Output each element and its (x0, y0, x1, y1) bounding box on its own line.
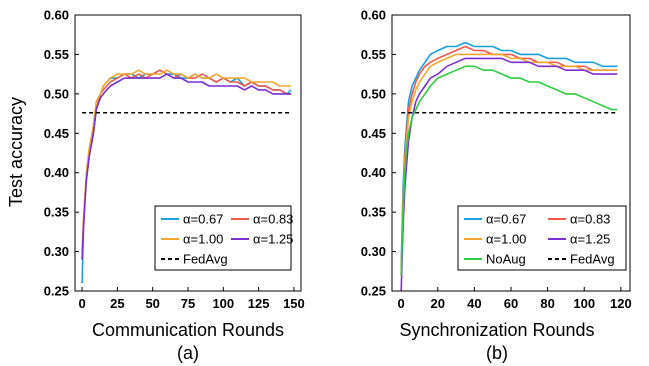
y-tick-label: 0.55 (44, 47, 69, 62)
y-tick-label: 0.50 (361, 86, 386, 101)
legend: α=0.67 α=0.83 α=1.00 α=1.25 NoAug FedAvg (457, 205, 627, 271)
legend-label: α=0.67 (486, 212, 526, 227)
y-ticks: 0.25 0.30 0.35 0.40 0.45 0.50 0.55 0.60 (44, 8, 79, 299)
x-tick-label: 50 (145, 296, 159, 311)
legend-label: α=0.67 (183, 212, 223, 227)
series-group (81, 69, 292, 284)
legend-label: α=1.00 (486, 232, 526, 247)
y-tick-label: 0.30 (44, 244, 69, 259)
panel-a: Test accuracy 0.250.300.350.400.450.500.… (6, 8, 305, 364)
series-line--1-25 (81, 73, 292, 260)
series-line--1-00 (400, 53, 618, 276)
y-tick-label: 0.25 (361, 284, 386, 299)
legend-label: FedAvg (183, 252, 228, 267)
x-axis-label: Communication Rounds (92, 320, 284, 340)
legend-label: FedAvg (570, 252, 615, 267)
y-tick-label: 0.60 (44, 8, 69, 23)
series-line--0-67 (400, 41, 618, 268)
x-tick-label: 20 (431, 296, 445, 311)
x-tick-label: 60 (504, 296, 518, 311)
x-tick-label: 25 (110, 296, 124, 311)
y-tick-label: 0.30 (361, 244, 386, 259)
y-tick-label: 0.45 (44, 126, 69, 141)
x-ticks: 0 20 40 60 80 100 120 (398, 287, 632, 311)
legend-box (457, 205, 627, 271)
y-tick-label: 0.55 (361, 47, 386, 62)
panel-b: 0.25 0.30 0.35 0.40 0.45 0.50 0.55 0.60 0 20 40 60… (361, 8, 632, 364)
x-tick-label: 100 (212, 296, 234, 311)
y-tick-label: 0.25 (44, 284, 69, 299)
x-ticks: 0 25 50 75 100 125 150 (78, 287, 305, 311)
legend-label: α=1.25 (253, 232, 293, 247)
y-tick-label: 0.35 (361, 205, 386, 220)
series-line--1-00 (81, 69, 292, 260)
y-tick-label: 0.35 (44, 205, 69, 220)
plot-frame (391, 14, 631, 292)
x-tick-label: 75 (181, 296, 195, 311)
x-tick-label: 150 (283, 296, 305, 311)
plot-frame (74, 14, 302, 292)
y-ticks: 0.25 0.30 0.35 0.40 0.45 0.50 0.55 0.60 (361, 8, 396, 299)
series-group (400, 41, 618, 292)
legend-label: α=1.00 (183, 232, 223, 247)
y-tick-label: 0.40 (361, 165, 386, 180)
panel-label: (a) (177, 343, 199, 363)
y-tick-label: 0.40 (44, 165, 69, 180)
x-tick-label: 0 (78, 296, 85, 311)
x-tick-label: 40 (467, 296, 481, 311)
y-tick-label: 0.60 (361, 8, 386, 23)
x-tick-label: 0 (398, 296, 405, 311)
x-tick-label: 100 (573, 296, 595, 311)
x-tick-label: 125 (248, 296, 270, 311)
x-axis-label: Synchronization Rounds (399, 320, 594, 340)
legend-label: α=0.83 (570, 212, 610, 227)
y-tick-label: 0.50 (44, 86, 69, 101)
legend-label: NoAug (486, 252, 526, 267)
legend-label: α=0.83 (253, 212, 293, 227)
legend: α=0.67 α=0.83 α=1.00 α=1.25 FedAvg (154, 205, 293, 271)
y-axis-label: Test accuracy (6, 97, 26, 207)
legend-label: α=1.25 (570, 232, 610, 247)
panel-label: (b) (486, 343, 508, 363)
x-tick-label: 120 (610, 296, 632, 311)
x-tick-label: 80 (540, 296, 554, 311)
series-line-noaug (400, 65, 618, 276)
y-tick-label: 0.45 (361, 126, 386, 141)
